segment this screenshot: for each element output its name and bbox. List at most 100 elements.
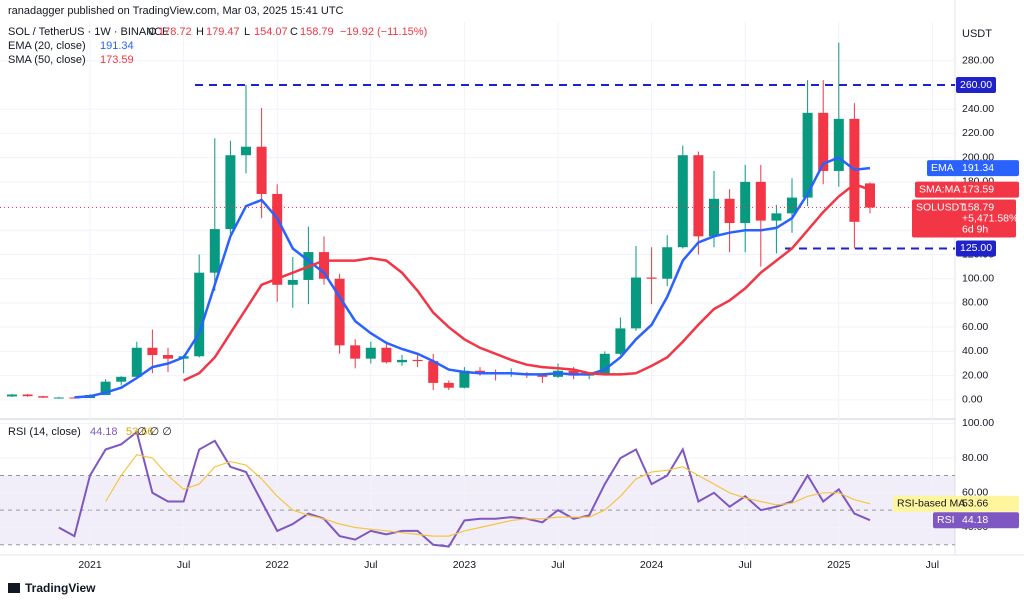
- price-tag-name: SOLUSDT: [916, 201, 966, 213]
- candle-body: [38, 396, 49, 398]
- candle-body: [428, 361, 439, 383]
- logo: TradingView: [8, 581, 96, 595]
- price-tag-change: +5,471.58%: [962, 212, 1018, 224]
- rsi-line: [105, 454, 871, 537]
- y-tick-label: 80.00: [962, 297, 988, 309]
- y-tick-label: 100.00: [962, 417, 994, 429]
- y-tick-label: 60.00: [962, 487, 988, 499]
- rsi-legend: RSI (14, close): [8, 426, 81, 438]
- x-tick-label: Jul: [738, 559, 751, 571]
- rsi-1-tag-label: RSI-based MA: [897, 498, 965, 510]
- candle-body: [194, 272, 205, 357]
- candle-body: [833, 118, 844, 171]
- sma-tag: [915, 181, 1019, 198]
- rsi-1-tag: [893, 495, 1019, 512]
- candle-body: [771, 213, 782, 221]
- candle-body: [677, 155, 688, 248]
- x-tick-label: 2023: [453, 559, 477, 571]
- y-tick-label: 20.00: [962, 369, 988, 381]
- candle-body: [272, 193, 283, 285]
- candle-body: [319, 252, 329, 279]
- x-tick-label: Jul: [364, 559, 377, 571]
- y-tick-label: 60.00: [962, 321, 988, 333]
- candle-body: [740, 181, 751, 224]
- x-tick-label: Jul: [177, 559, 190, 571]
- candle-body: [381, 347, 392, 363]
- candle-body: [709, 198, 719, 237]
- level-tag: [956, 240, 996, 257]
- candle-body: [818, 112, 829, 171]
- x-tick-label: Jul: [551, 559, 564, 571]
- rsi-1-tag-value: 53.66: [962, 498, 988, 510]
- y-tick-label: 80.00: [962, 452, 988, 464]
- candle-body: [147, 347, 158, 356]
- price-tag-countdown: 6d 9h: [962, 223, 988, 235]
- candle-body: [802, 112, 813, 198]
- x-tick-label: Jul: [926, 559, 939, 571]
- ohlc-key: O: [148, 26, 157, 38]
- rsi-legend-value: 53.66: [126, 426, 154, 438]
- candle-body: [225, 155, 236, 230]
- candle-body: [7, 394, 17, 397]
- level-tag: [956, 76, 996, 93]
- ema-tag-label: EMA: [931, 162, 954, 174]
- price-tag-value: 158.79: [962, 201, 994, 213]
- ohlc-key: C: [290, 26, 298, 38]
- ohlc-value: 158.79: [300, 26, 334, 38]
- sma-tag-label: SMA:MA: [919, 183, 960, 195]
- y-tick-label: 40.00: [962, 345, 988, 357]
- y-tick-label: 0.00: [962, 394, 983, 406]
- y-tick-label: 280.00: [962, 55, 994, 67]
- x-tick-label: 2024: [640, 559, 664, 571]
- ohlc-value: 178.72: [158, 26, 192, 38]
- candle-body: [397, 359, 407, 363]
- rsi-legend-value: 44.18: [90, 426, 118, 438]
- candle-body: [459, 370, 470, 388]
- candle-body: [163, 355, 173, 359]
- candle-body: [755, 181, 766, 221]
- candle-body: [631, 277, 641, 329]
- logo-icon: [8, 583, 20, 593]
- candle-body: [365, 347, 376, 359]
- sma-legend: SMA (50, close): [8, 54, 86, 66]
- x-tick-label: 2025: [827, 559, 851, 571]
- candle-body: [69, 397, 80, 399]
- candle-body: [646, 277, 657, 279]
- candle-body: [287, 279, 298, 285]
- level-label: 260.00: [960, 79, 992, 91]
- candle-body: [350, 345, 361, 359]
- price-tag: [912, 199, 1016, 238]
- change: −19.92 (−11.15%): [340, 26, 427, 38]
- candle-body: [443, 382, 454, 388]
- candle-body: [22, 394, 33, 397]
- rsi-line: [58, 430, 871, 548]
- x-tick-label: 2021: [78, 559, 102, 571]
- candle-body: [724, 198, 735, 224]
- header: ranadagger published on TradingView.com,…: [8, 5, 344, 17]
- candle-body: [865, 183, 875, 208]
- candle-body: [334, 278, 345, 346]
- ema-legend-value: 191.34: [100, 40, 134, 52]
- candle-body: [256, 146, 267, 194]
- candle-body: [131, 347, 142, 377]
- ema-tag-value: 191.34: [962, 162, 994, 174]
- candle-body: [100, 381, 111, 395]
- rsi-0-tag-label: RSI: [937, 514, 955, 526]
- ohlc-value: 154.07: [254, 26, 288, 38]
- candle-body: [53, 397, 64, 399]
- candle-body: [787, 197, 797, 214]
- candle-body: [116, 376, 127, 382]
- y-tick-label: 220.00: [962, 127, 994, 139]
- rsi-icons: ∅ ∅ ∅: [137, 426, 172, 438]
- candle-body: [615, 328, 626, 354]
- candle-body: [412, 359, 423, 362]
- ohlc-key: H: [196, 26, 204, 38]
- sma-line: [183, 182, 871, 382]
- level-label: 125.00: [960, 242, 992, 254]
- sma-legend-value: 173.59: [100, 54, 134, 66]
- candle-body: [693, 155, 704, 237]
- ohlc-key: L: [244, 26, 250, 38]
- rsi-0-tag-value: 44.18: [962, 514, 988, 526]
